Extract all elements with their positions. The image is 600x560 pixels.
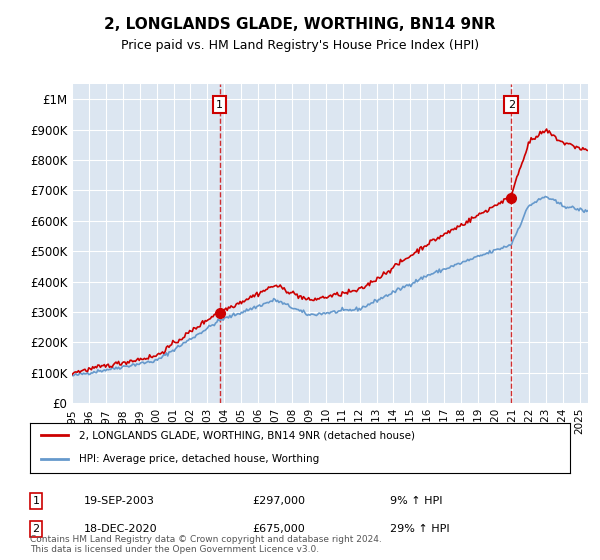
Text: 9% ↑ HPI: 9% ↑ HPI: [390, 496, 443, 506]
Text: Contains HM Land Registry data © Crown copyright and database right 2024.
This d: Contains HM Land Registry data © Crown c…: [30, 535, 382, 554]
Text: 19-SEP-2003: 19-SEP-2003: [84, 496, 155, 506]
Text: Price paid vs. HM Land Registry's House Price Index (HPI): Price paid vs. HM Land Registry's House …: [121, 39, 479, 52]
Text: 2: 2: [508, 100, 515, 110]
Text: £675,000: £675,000: [252, 524, 305, 534]
Text: 18-DEC-2020: 18-DEC-2020: [84, 524, 158, 534]
Text: 2, LONGLANDS GLADE, WORTHING, BN14 9NR (detached house): 2, LONGLANDS GLADE, WORTHING, BN14 9NR (…: [79, 431, 415, 440]
Text: 29% ↑ HPI: 29% ↑ HPI: [390, 524, 449, 534]
Text: 1: 1: [216, 100, 223, 110]
Text: 2, LONGLANDS GLADE, WORTHING, BN14 9NR: 2, LONGLANDS GLADE, WORTHING, BN14 9NR: [104, 17, 496, 32]
Text: 2: 2: [32, 524, 40, 534]
Text: 1: 1: [32, 496, 40, 506]
Text: £297,000: £297,000: [252, 496, 305, 506]
Text: HPI: Average price, detached house, Worthing: HPI: Average price, detached house, Wort…: [79, 454, 319, 464]
